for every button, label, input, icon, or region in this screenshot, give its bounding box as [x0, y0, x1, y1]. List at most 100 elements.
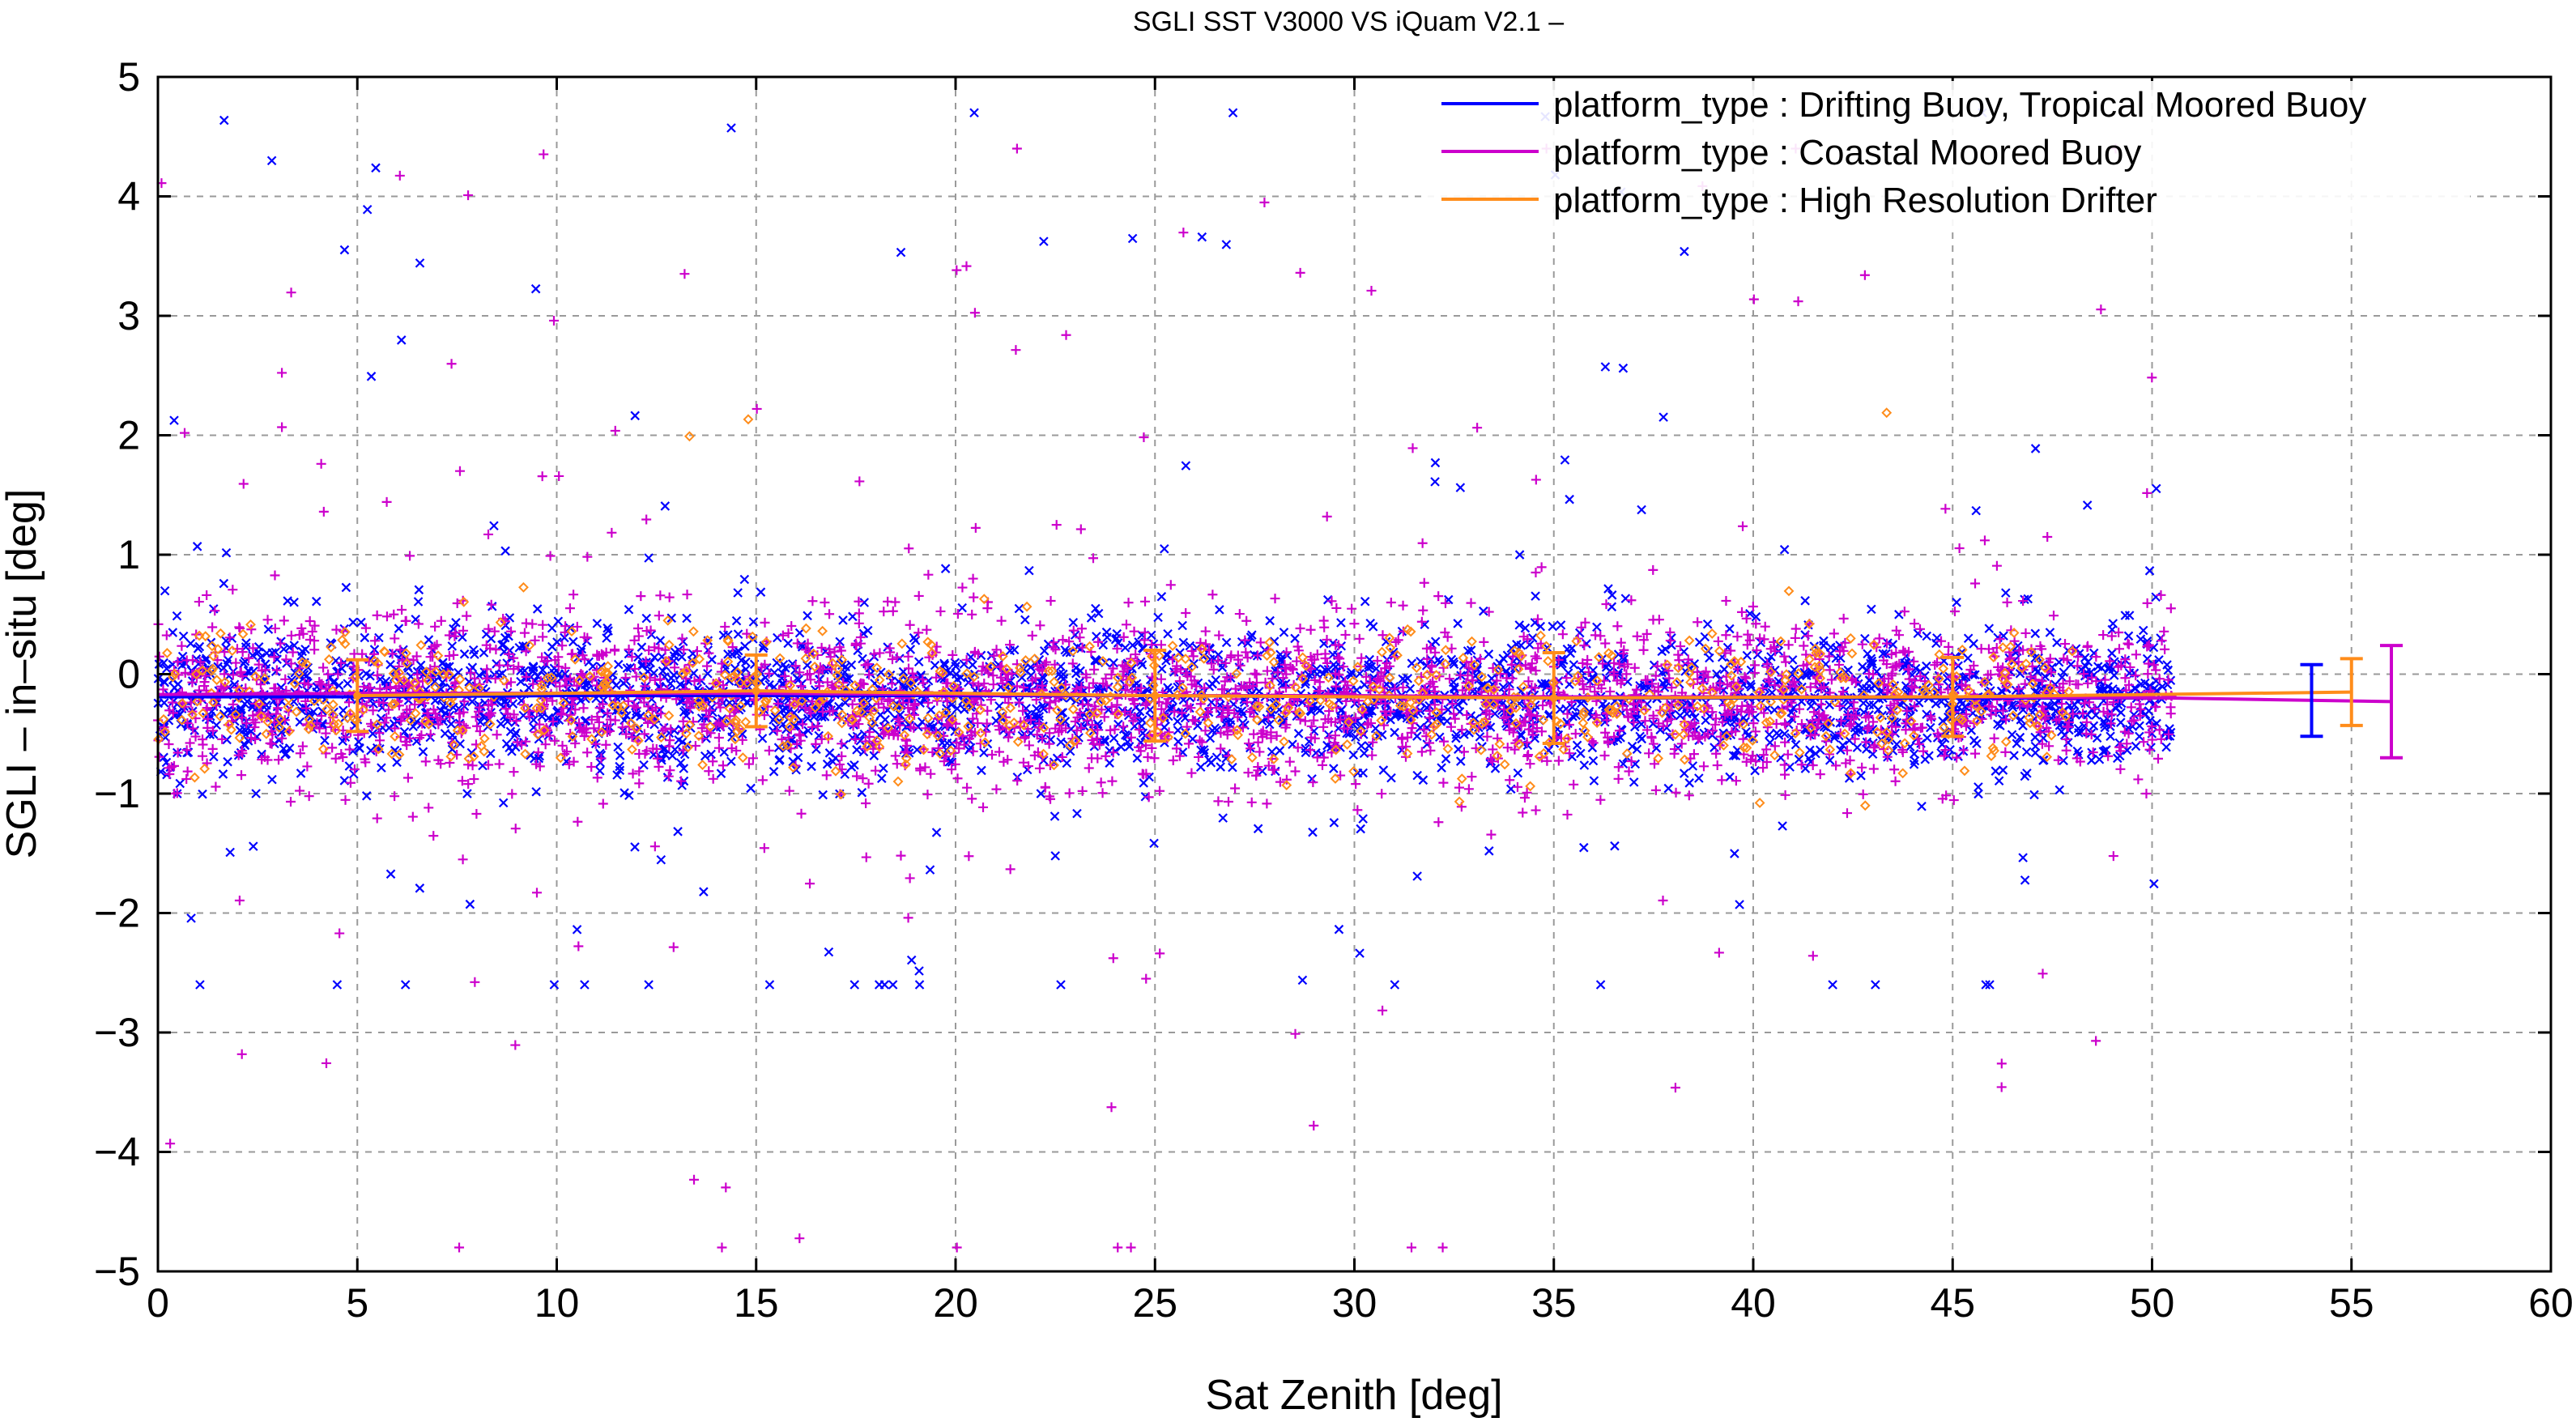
- scatter-point: [2161, 742, 2171, 752]
- scatter-point: [835, 636, 845, 647]
- scatter-point: [1199, 745, 1209, 755]
- scatter-point: [641, 613, 652, 624]
- scatter-point: [2057, 672, 2067, 683]
- scatter-point: [2106, 731, 2115, 742]
- scatter-point: [1442, 716, 1452, 726]
- scatter-point: [2083, 657, 2093, 667]
- scatter-point: [1336, 618, 1346, 628]
- scatter-point: [1279, 628, 1289, 637]
- scatter-point: [303, 662, 313, 673]
- scatter-point: [2016, 715, 2026, 725]
- scatter-point: [675, 758, 686, 768]
- scatter-point: [602, 623, 612, 633]
- scatter-point: [1920, 755, 1931, 764]
- scatter-point: [534, 751, 545, 761]
- scatter-point: [1173, 716, 1182, 726]
- scatter-point: [669, 726, 679, 735]
- scatter-point: [1725, 624, 1735, 634]
- scatter-point: [1867, 659, 1878, 669]
- scatter-point: [356, 617, 366, 628]
- scatter-point: [1173, 726, 1183, 735]
- scatter-point: [418, 747, 428, 757]
- scatter-point: [1998, 765, 2008, 775]
- scatter-point: [514, 642, 525, 653]
- scatter-point: [175, 778, 185, 789]
- scatter-point: [1679, 768, 1689, 778]
- scatter-point: [218, 769, 228, 779]
- scatter-point: [511, 728, 521, 738]
- scatter-point: [602, 633, 611, 643]
- scatter-point: [1824, 756, 1835, 765]
- scatter-point: [1378, 765, 1389, 775]
- scatter-point: [807, 761, 816, 772]
- scatter-point: [1572, 740, 1582, 751]
- scatter-point: [1922, 661, 1931, 671]
- scatter-point: [811, 744, 821, 755]
- scatter-point: [159, 676, 169, 687]
- scatter-point: [1620, 594, 1631, 603]
- scatter-point: [1056, 737, 1066, 747]
- scatter-point: [1331, 662, 1340, 672]
- scatter-point: [846, 660, 857, 670]
- scatter-point: [2107, 648, 2117, 658]
- scatter-point: [518, 710, 529, 721]
- scatter-point: [1953, 661, 1963, 671]
- scatter-point: [1922, 631, 1932, 641]
- scatter-point: [564, 623, 575, 632]
- chart-title: SGLI SST V3000 VS iQuam V2.1 –: [1133, 6, 1564, 37]
- scatter-point: [1490, 709, 1500, 719]
- scatter-point: [241, 638, 251, 648]
- scatter-point: [1390, 727, 1399, 738]
- scatter-point: [1207, 726, 1217, 735]
- scatter-point: [1844, 735, 1854, 746]
- scatter-point: [354, 737, 364, 747]
- scatter-point: [1388, 647, 1399, 658]
- scatter-point: [950, 658, 960, 668]
- scatter-point: [1093, 608, 1104, 619]
- scatter-point: [620, 788, 629, 798]
- scatter-point: [1764, 730, 1774, 739]
- scatter-point: [1199, 747, 1210, 758]
- scatter-point: [1105, 758, 1114, 768]
- scatter-point: [399, 726, 410, 737]
- scatter-point: [1441, 754, 1451, 764]
- scatter-point: [1068, 617, 1079, 628]
- scatter-point: [1931, 699, 1941, 709]
- scatter-point: [1039, 645, 1050, 656]
- scatter-point: [2039, 755, 2049, 765]
- scatter-point: [447, 641, 458, 651]
- scatter-point: [2074, 750, 2084, 760]
- scatter-point: [451, 618, 461, 628]
- scatter-point: [679, 707, 689, 717]
- scatter-point: [296, 768, 306, 778]
- scatter-point: [846, 762, 857, 772]
- scatter-point: [769, 767, 779, 777]
- scatter-point: [1864, 700, 1875, 710]
- scatter-point: [1994, 776, 2004, 786]
- scatter-point: [1156, 591, 1167, 602]
- scatter-point: [447, 744, 458, 755]
- scatter-point: [869, 751, 879, 760]
- scatter-point: [2044, 701, 2054, 712]
- scatter-point: [505, 726, 516, 737]
- scatter-points: [153, 108, 2177, 1253]
- scatter-point: [822, 759, 832, 769]
- scatter-point: [1100, 734, 1109, 745]
- scatter-point: [1892, 739, 1902, 749]
- scatter-point: [1728, 751, 1739, 760]
- scatter-point: [1221, 637, 1232, 648]
- scatter-point: [592, 619, 602, 628]
- scatter-point: [1991, 766, 2001, 776]
- scatter-point: [287, 675, 297, 685]
- scatter-point: [1856, 771, 1866, 781]
- scatter-point: [1984, 624, 1995, 633]
- scatter-point: [912, 745, 922, 755]
- scatter-point: [516, 676, 526, 687]
- scatter-point: [733, 588, 743, 598]
- scatter-point: [624, 604, 634, 615]
- scatter-point: [2012, 739, 2022, 748]
- scatter-point: [834, 701, 844, 712]
- scatter-point: [1694, 773, 1704, 783]
- scatter-point: [2135, 634, 2146, 645]
- scatter-point: [1267, 747, 1277, 757]
